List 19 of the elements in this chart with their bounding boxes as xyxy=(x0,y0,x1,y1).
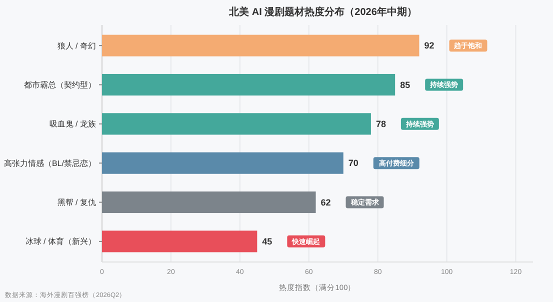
bar xyxy=(102,152,344,174)
data-label: 92 xyxy=(424,40,434,51)
y-tick-label: 狼人 / 奇幻 xyxy=(57,41,96,50)
y-tick-label: 黑帮 / 复仇 xyxy=(57,198,96,208)
data-label: 70 xyxy=(348,158,358,168)
bar xyxy=(102,34,420,56)
bar xyxy=(102,191,316,214)
bar xyxy=(102,113,371,135)
data-label: 85 xyxy=(400,80,410,90)
bar xyxy=(102,230,258,252)
y-tick-label: 吸血鬼 / 龙族 xyxy=(49,120,96,129)
bar xyxy=(102,74,396,96)
y-tick-label: 冰球 / 体育（新兴） xyxy=(25,237,96,246)
y-tick-label: 高张力情感（BL/禁忌恋） xyxy=(4,158,96,168)
y-tick-label: 都市霸总（契约型） xyxy=(24,80,96,90)
chart-title: 北美 AI 漫剧题材热度分布（2026年中期） xyxy=(228,6,417,18)
data-label: 45 xyxy=(262,236,272,247)
data-label: 78 xyxy=(376,119,386,130)
data-label: 62 xyxy=(320,197,331,208)
